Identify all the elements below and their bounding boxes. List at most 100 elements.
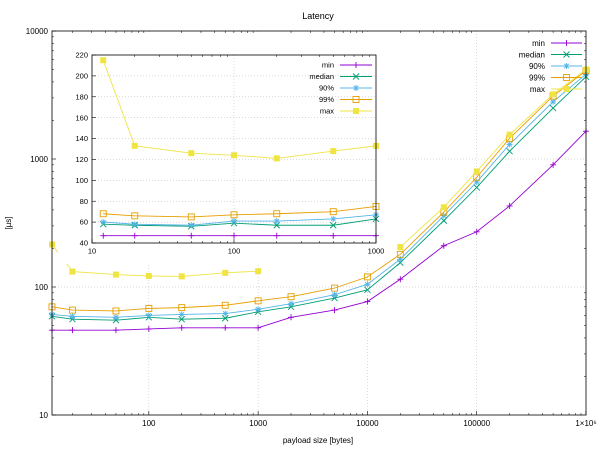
main-point-median (473, 184, 481, 191)
inset-plot-frame (91, 54, 377, 244)
inset-y-tick-label: 220 (75, 51, 88, 60)
inset-point-min (330, 232, 337, 239)
main-series-line-max (400, 69, 587, 248)
y-axis-label: [µs] (4, 216, 13, 229)
inset-point-90pct (100, 219, 107, 226)
inset-legend-marker-median (352, 73, 360, 80)
main-point-99pct (221, 301, 229, 309)
main-point-90pct (112, 314, 119, 321)
inset-x-tick-label: 1000 (368, 247, 385, 256)
inset-y-tick-label: 40 (80, 239, 88, 248)
inset-point-min (231, 232, 237, 239)
inset-point-99pct (329, 208, 337, 216)
main-point-median (440, 217, 448, 224)
main-y-tick-label: 10 (39, 411, 48, 420)
inset-legend-label-median: median (309, 72, 334, 81)
main-point-max (222, 269, 229, 276)
main-point-min (473, 228, 480, 235)
main-point-99pct (68, 306, 76, 314)
inset-y-tick-label: 160 (75, 113, 88, 122)
main-point-99pct (331, 284, 338, 292)
main-point-min (331, 307, 338, 314)
inset-series-line-99pct (103, 205, 377, 218)
main-series-median (48, 73, 590, 324)
inset-x-tick-label: 100 (228, 247, 241, 256)
inset-point-90pct (131, 221, 138, 228)
main-point-min (440, 242, 447, 249)
inset-y-tick-label: 120 (75, 155, 88, 164)
main-legend-marker-99pct (563, 74, 570, 81)
main-point-99pct (287, 293, 295, 301)
inset-point-median (329, 221, 337, 229)
inset-y-tick-label: 100 (75, 176, 88, 185)
main-point-max (506, 131, 513, 138)
main-point-min (288, 314, 295, 321)
inset-point-min (131, 232, 138, 239)
chart-title: Latency (302, 11, 334, 21)
inset-point-max (273, 155, 280, 162)
main-point-max (145, 272, 152, 279)
main-point-min (255, 324, 262, 331)
main-point-median (221, 314, 229, 322)
main-legend-marker-90pct (563, 63, 570, 69)
x-axis-label: payload size [bytes] (283, 436, 353, 445)
inset-point-99pct (131, 212, 139, 220)
main-point-90pct (397, 256, 404, 263)
main-point-max (397, 244, 404, 251)
main-point-max (178, 273, 185, 280)
main-legend-label-median: median (519, 50, 545, 59)
inset-y-tick-label: 180 (75, 92, 88, 101)
inset-point-90pct (273, 218, 280, 225)
inset-x-tick-label: 10 (88, 247, 96, 256)
main-series-line-min (52, 130, 587, 331)
main-legend-label-99pct: 99% (529, 73, 545, 82)
main-point-min (550, 161, 557, 168)
main-point-90pct (222, 310, 229, 317)
main-point-median (331, 294, 338, 302)
main-point-90pct (473, 179, 480, 186)
main-point-max (550, 91, 557, 98)
inset-y-tick-label: 60 (80, 218, 88, 227)
inset-point-99pct (230, 211, 238, 219)
inset-legend-marker-90pct (353, 85, 359, 91)
inset-series-max (100, 57, 379, 162)
main-point-min (397, 276, 404, 283)
inset-legend-label-99pct: 99% (319, 95, 334, 104)
main-series-min (49, 128, 589, 334)
main-point-median (364, 286, 371, 294)
inset-point-99pct (99, 210, 107, 218)
inset-legend-label-min: min (322, 61, 334, 70)
inset-point-min (273, 232, 280, 239)
main-x-tick-label: 100 (142, 419, 156, 428)
main-legend-label-min: min (532, 39, 545, 48)
inset-chart: 10 100 1000 40 60 80 100 120 140 160 180 200 220 min… (58, 34, 386, 264)
inset-y-tick-label: 140 (75, 134, 88, 143)
main-series-line-90pct (51, 73, 587, 318)
main-series (48, 66, 590, 334)
inset-plot-border (91, 54, 377, 244)
inset-point-99pct (273, 210, 281, 218)
inset-legend-label-max: max (320, 107, 334, 116)
main-legend-marker-min (563, 40, 570, 46)
main-y-tick-label: 1000 (30, 155, 48, 164)
main-point-min (222, 324, 229, 331)
main-point-max (69, 268, 76, 275)
main-x-tick-label: 1×10⁶ (575, 419, 596, 428)
main-point-90pct (255, 306, 262, 313)
inset-point-min (100, 232, 107, 239)
main-point-90pct (145, 312, 152, 319)
main-point-90pct (550, 98, 557, 105)
inset-point-max (131, 142, 138, 149)
inset-series (99, 57, 380, 239)
main-point-90pct (331, 291, 338, 298)
inset-point-90pct (330, 215, 337, 222)
main-point-median (287, 303, 295, 311)
main-point-min (145, 325, 152, 332)
main-point-max (473, 168, 480, 175)
main-y-tick-label: 10000 (26, 27, 49, 36)
inset-background (58, 34, 386, 264)
inset-legend-marker-min (353, 62, 359, 68)
main-point-90pct (506, 141, 513, 148)
inset-point-max (231, 152, 237, 159)
